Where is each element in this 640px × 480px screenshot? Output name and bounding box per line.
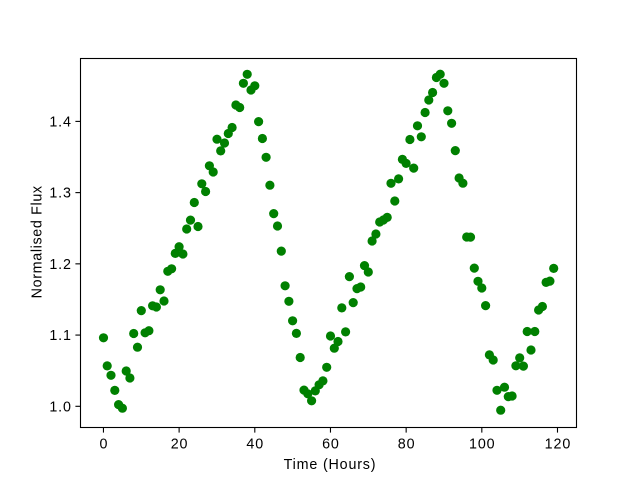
svg-text:120: 120 — [545, 437, 572, 453]
svg-text:1.0: 1.0 — [49, 399, 72, 415]
svg-text:0: 0 — [99, 437, 108, 453]
svg-text:1.4: 1.4 — [49, 115, 72, 131]
svg-text:1.3: 1.3 — [49, 186, 72, 202]
svg-text:80: 80 — [398, 437, 416, 453]
svg-text:1.1: 1.1 — [49, 328, 72, 344]
svg-text:100: 100 — [469, 437, 496, 453]
svg-text:40: 40 — [246, 437, 264, 453]
svg-text:20: 20 — [171, 437, 189, 453]
svg-text:Time (Hours): Time (Hours) — [284, 457, 377, 473]
svg-text:Normalised Flux: Normalised Flux — [29, 185, 45, 298]
svg-text:1.2: 1.2 — [49, 257, 72, 273]
svg-text:60: 60 — [322, 437, 340, 453]
